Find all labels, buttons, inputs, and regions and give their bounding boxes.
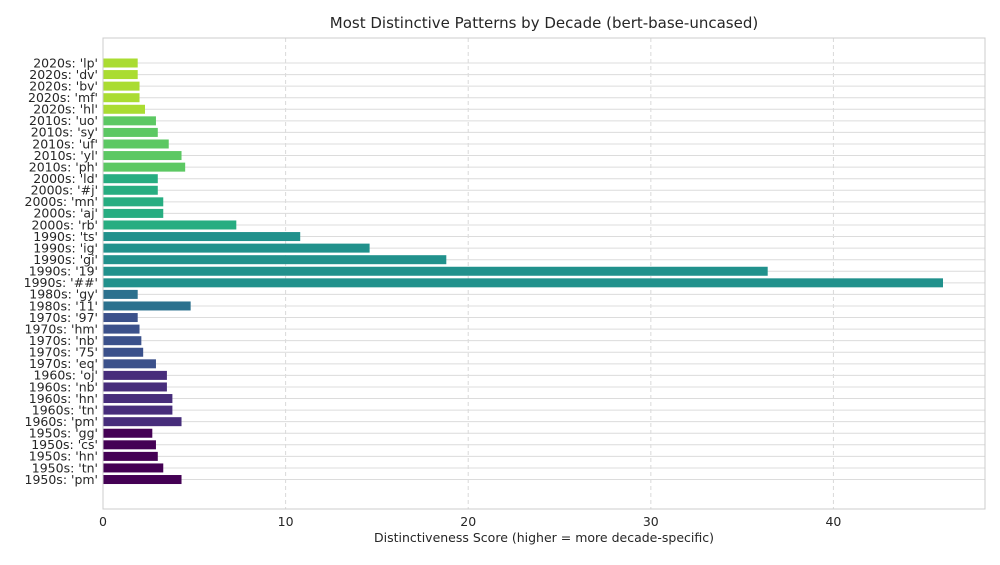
y-tick-label: 2020s: 'dv' <box>29 67 98 82</box>
y-tick-label: 1960s: 'hn' <box>29 391 98 406</box>
y-tick-label: 1950s: 'pm' <box>25 472 99 487</box>
bar <box>103 127 158 137</box>
bar <box>103 243 370 253</box>
y-tick-label: 1980s: 'gy' <box>29 287 98 302</box>
bar <box>103 81 140 91</box>
y-tick-label: 1970s: '97' <box>29 310 98 325</box>
y-tick-label: 2010s: 'ph' <box>29 159 98 174</box>
bar <box>103 174 158 184</box>
x-axis-label: Distinctiveness Score (higher = more dec… <box>374 530 714 545</box>
y-tick-label: 1950s: 'hn' <box>29 449 98 464</box>
bar <box>103 324 140 334</box>
y-tick-labels: 2020s: 'lp'2020s: 'dv'2020s: 'bv'2020s: … <box>24 55 98 487</box>
y-tick-label: 2010s: 'sy' <box>31 125 98 140</box>
y-tick-label: 1950s: 'tn' <box>32 460 98 475</box>
bar <box>103 405 173 415</box>
y-tick-label: 1960s: 'tn' <box>32 402 98 417</box>
bar <box>103 208 164 218</box>
bar <box>103 151 182 161</box>
y-tick-label: 1990s: '##' <box>24 275 98 290</box>
y-tick-label: 1990s: 'ig' <box>33 240 98 255</box>
y-tick-label: 1970s: '75' <box>29 345 98 360</box>
bar <box>103 475 182 485</box>
bar <box>103 93 140 103</box>
bar <box>103 266 768 276</box>
bar <box>103 382 167 392</box>
x-tick-label: 0 <box>99 514 107 529</box>
y-tick-label: 2010s: 'uo' <box>29 113 98 128</box>
y-tick-label: 2020s: 'mf' <box>28 90 98 105</box>
bar <box>103 139 169 149</box>
bar <box>103 370 167 380</box>
bar <box>103 463 164 473</box>
y-tick-label: 1960s: 'nb' <box>29 379 98 394</box>
y-tick-label: 2010s: 'yl' <box>34 148 98 163</box>
y-tick-label: 2020s: 'hl' <box>33 102 98 117</box>
bar <box>103 116 156 126</box>
plot-frame <box>102 37 986 510</box>
y-tick-label: 2000s: 'rb' <box>32 217 98 232</box>
y-tick-label: 2000s: '#j' <box>31 183 98 198</box>
bar <box>103 451 158 461</box>
y-tick-label: 2000s: 'aj' <box>33 206 98 221</box>
bar <box>103 289 138 299</box>
bar <box>103 347 144 357</box>
bar <box>103 220 237 230</box>
chart-title: Most Distinctive Patterns by Decade (ber… <box>330 14 758 32</box>
bar <box>103 162 186 172</box>
y-tick-label: 1950s: 'cs' <box>31 437 98 452</box>
bar <box>103 185 158 195</box>
y-tick-label: 2010s: 'uf' <box>32 136 98 151</box>
y-tick-label: 2000s: 'ld' <box>33 171 98 186</box>
bar <box>103 232 301 242</box>
bar <box>103 428 153 438</box>
y-tick-label: 2020s: 'bv' <box>29 78 98 93</box>
bar <box>103 313 138 323</box>
bar <box>103 104 145 114</box>
y-tick-label: 1980s: '11' <box>29 298 98 313</box>
bar <box>103 70 138 80</box>
x-tick-label: 10 <box>278 514 294 529</box>
y-tick-label: 1970s: 'eq' <box>29 356 98 371</box>
y-tick-label: 1990s: 'ts' <box>33 229 98 244</box>
bar <box>103 440 156 450</box>
bar <box>103 336 142 346</box>
bar <box>103 301 191 311</box>
bar <box>103 58 138 68</box>
y-tick-label: 1950s: 'gg' <box>29 426 98 441</box>
bar <box>103 394 173 404</box>
x-tick-label: 20 <box>460 514 476 529</box>
y-tick-label: 2000s: 'mn' <box>25 194 98 209</box>
y-tick-label: 1960s: 'pm' <box>25 414 99 429</box>
bar <box>103 278 943 288</box>
bars <box>103 58 943 485</box>
bar <box>103 359 156 369</box>
y-tick-label: 1960s: 'oj' <box>33 368 98 383</box>
y-tick-label: 1990s: 'gi' <box>33 252 98 267</box>
y-tick-label: 1990s: '19' <box>29 264 98 279</box>
y-tick-label: 1970s: 'nb' <box>29 333 98 348</box>
y-tick-label: 1970s: 'hm' <box>25 321 98 336</box>
x-tick-label: 30 <box>643 514 659 529</box>
x-tick-labels: 0 10 20 30 40 <box>99 514 841 529</box>
bar <box>103 417 182 427</box>
x-tick-label: 40 <box>825 514 841 529</box>
bar <box>103 255 447 265</box>
bar <box>103 197 164 207</box>
y-tick-label: 2020s: 'lp' <box>33 55 98 70</box>
